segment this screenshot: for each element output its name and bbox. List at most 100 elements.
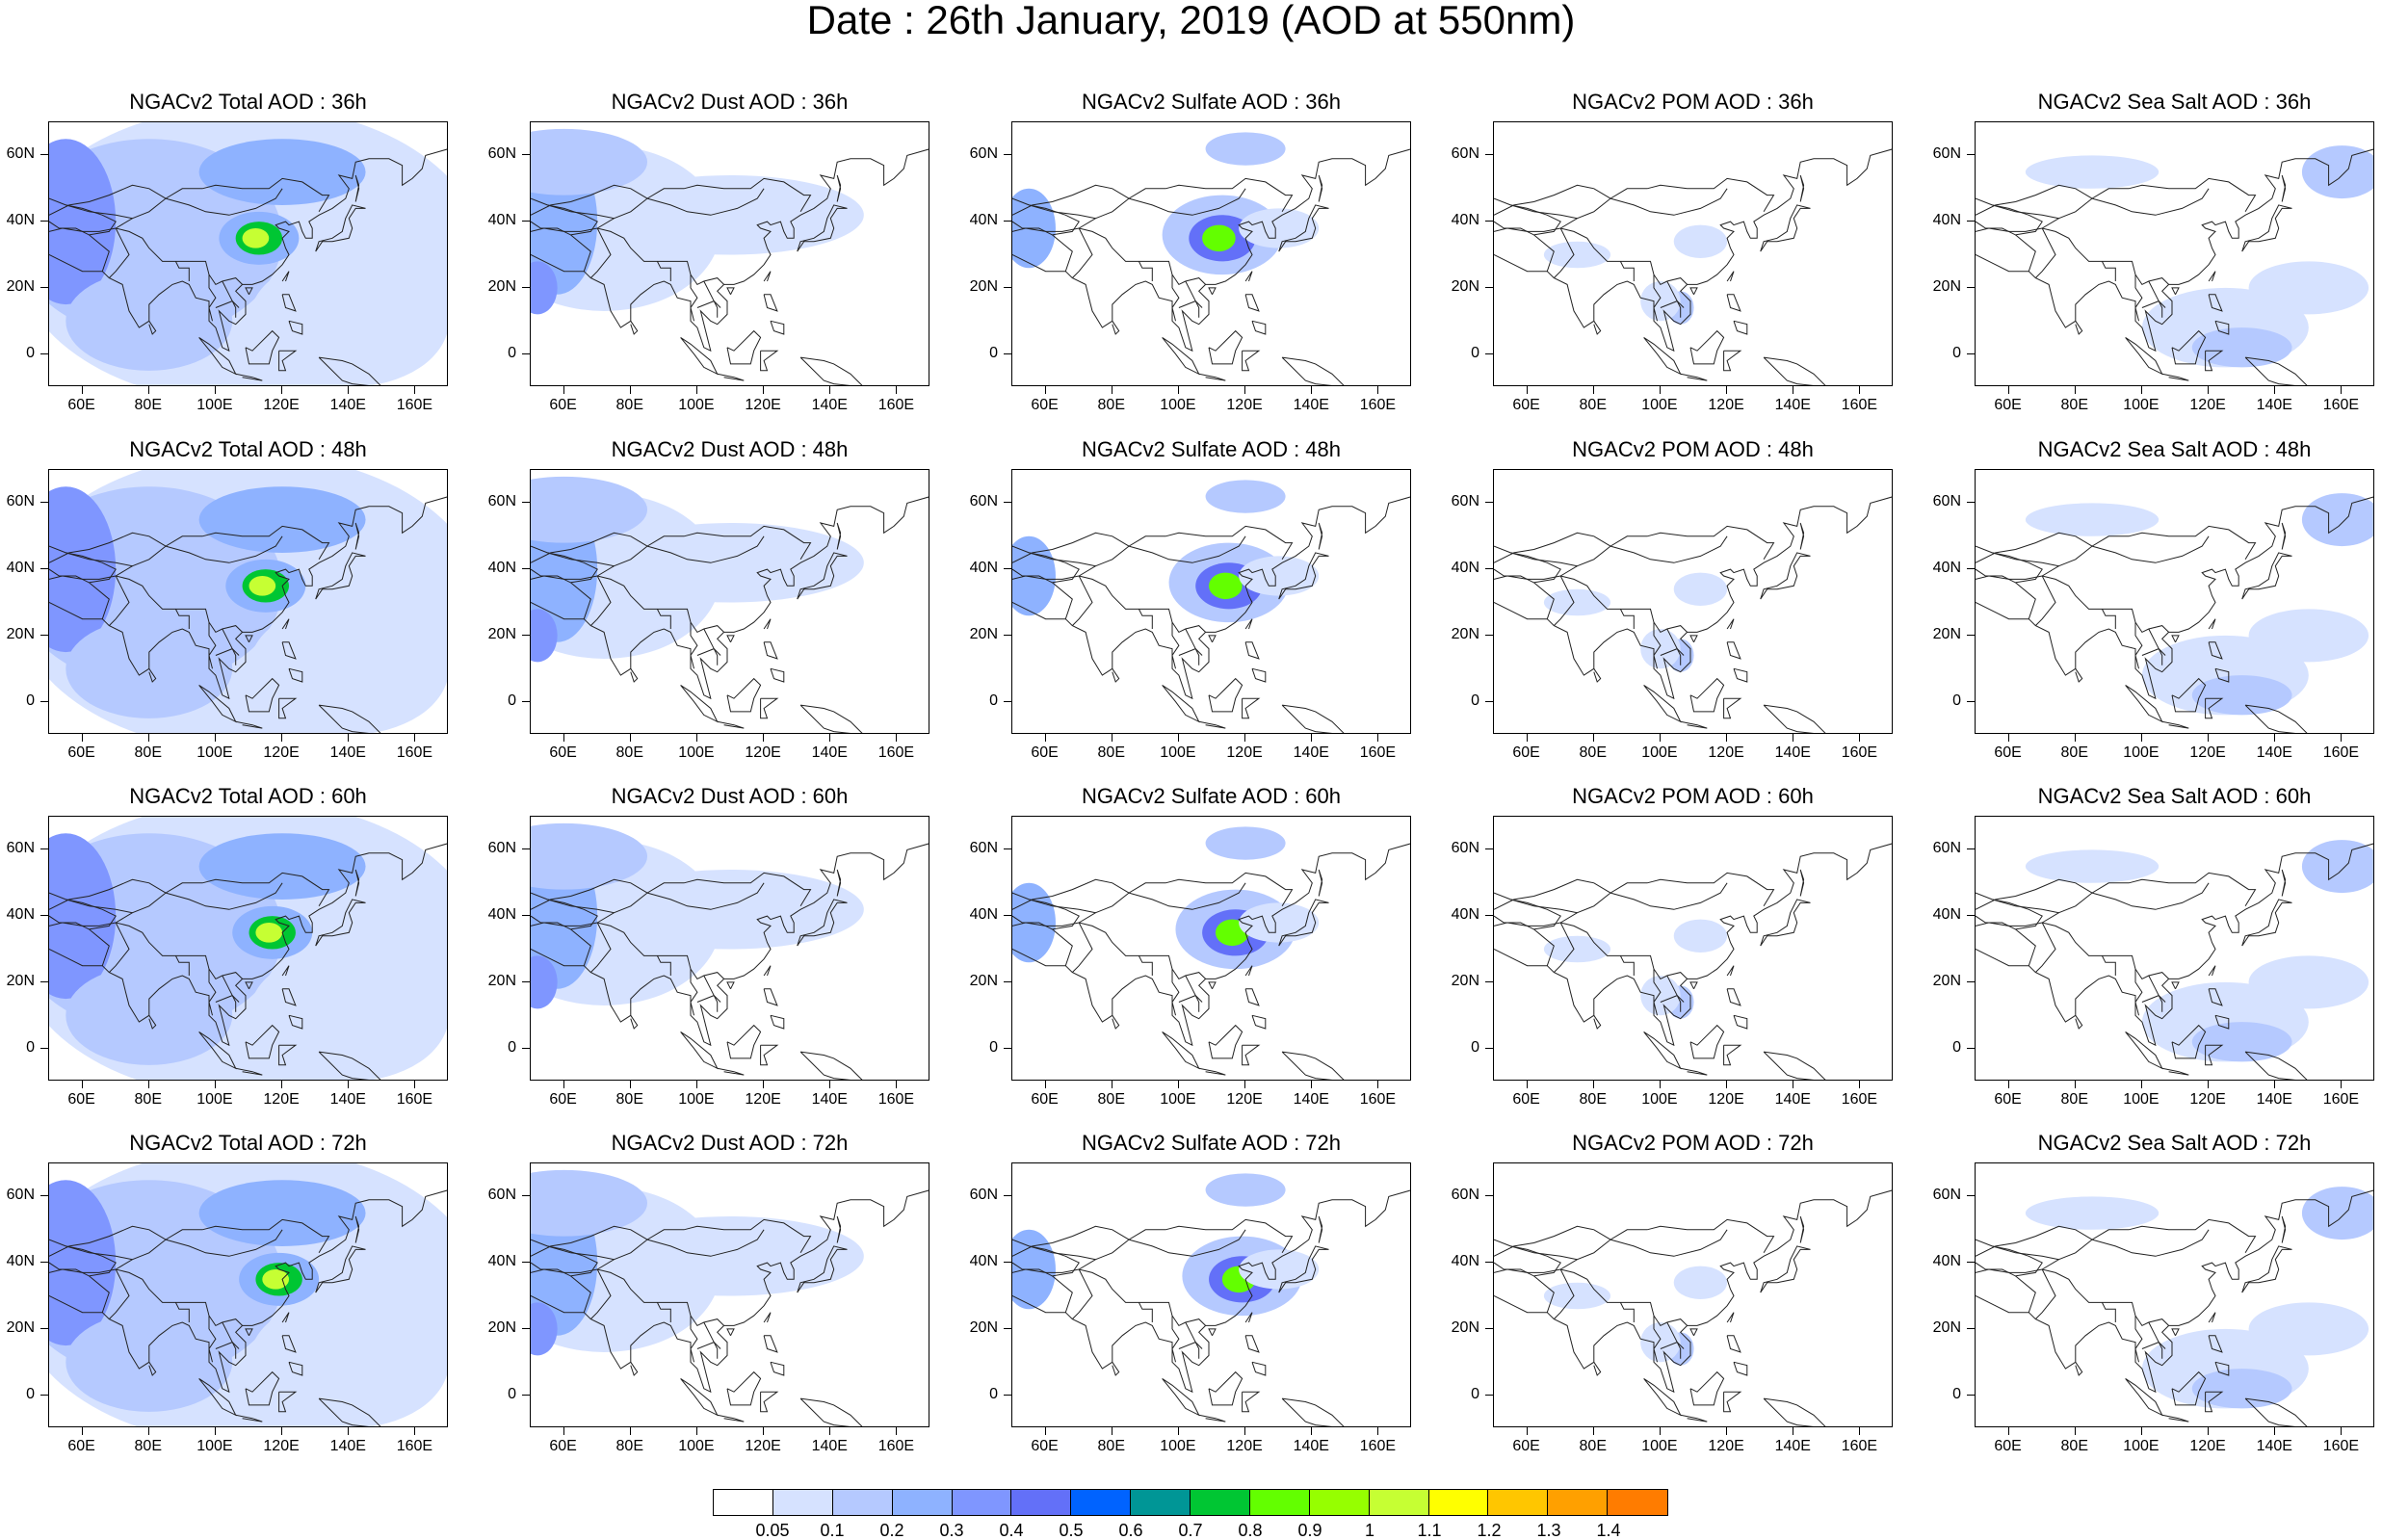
lon-tick <box>81 1427 83 1435</box>
lon-tick <box>695 386 697 394</box>
aod-contour <box>198 1180 366 1246</box>
coastline <box>1799 869 1805 897</box>
coastline <box>1012 922 1046 927</box>
lon-label: 140E <box>811 1091 848 1108</box>
lon-label: 120E <box>1708 397 1744 413</box>
lat-tick <box>40 634 48 636</box>
coastline <box>570 582 591 619</box>
map-canvas <box>1012 1173 1410 1426</box>
coastline <box>1244 294 1260 312</box>
lat-label: 0 <box>26 1385 35 1402</box>
coastline <box>49 575 83 580</box>
lat-label: 60N <box>969 493 998 510</box>
coastline <box>1533 582 1555 619</box>
colorbar-swatch <box>1131 1490 1191 1515</box>
coastline <box>1976 1268 2009 1273</box>
aod-map-total-1 <box>48 469 448 734</box>
aod-map-sulfate-3 <box>1011 1162 1411 1427</box>
coastline <box>1510 1245 1578 1261</box>
map-canvas <box>1976 493 2373 733</box>
coastline <box>1976 545 2043 584</box>
coastline <box>1112 321 1120 335</box>
lat-tick <box>40 352 48 354</box>
lat-tick <box>1004 634 1011 636</box>
lat-tick <box>1485 1327 1493 1329</box>
aod-map-seasalt-3 <box>1975 1162 2374 1427</box>
coastline <box>245 635 253 643</box>
coastline <box>318 704 381 733</box>
lon-label: 160E <box>877 1438 915 1454</box>
colorbar-tick-label: 0.8 <box>1238 1521 1263 1540</box>
coastline <box>1318 869 1323 897</box>
coastline <box>763 641 778 660</box>
coastline <box>770 1361 785 1376</box>
coastline <box>1012 892 1080 930</box>
coastline <box>596 525 812 577</box>
aod-contour <box>1202 224 1236 252</box>
lat-tick <box>1485 1195 1493 1197</box>
coastline <box>1012 1239 1080 1277</box>
lon-tick <box>1044 386 1046 394</box>
lon-tick <box>2007 734 2009 742</box>
lon-tick <box>147 1081 149 1088</box>
map-canvas <box>49 122 447 385</box>
coastline <box>2161 1067 2189 1076</box>
coastline <box>2008 227 2169 286</box>
lon-tick <box>2274 734 2276 742</box>
lat-tick <box>522 1047 530 1049</box>
coastline <box>2281 174 2287 202</box>
lat-label: 0 <box>508 1385 516 1402</box>
lon-label: 160E <box>877 744 915 761</box>
coastline <box>1559 872 1775 924</box>
aod-map-dust-0 <box>530 121 929 386</box>
lon-label: 120E <box>2189 744 2226 761</box>
coastline <box>1494 922 1528 927</box>
map-canvas <box>1012 480 1410 733</box>
coastline <box>1593 1362 1602 1376</box>
coastline <box>2101 261 2116 281</box>
coastline <box>703 628 719 666</box>
coastline <box>1208 287 1217 296</box>
lat-tick <box>40 502 48 504</box>
coastline <box>1251 1014 1267 1030</box>
aod-contour <box>2248 261 2369 315</box>
coastline <box>1012 843 1410 1047</box>
lon-label: 160E <box>2322 1091 2360 1108</box>
coastline <box>1610 535 1728 563</box>
coastline <box>1078 872 1294 924</box>
aod-contour <box>2025 1196 2160 1230</box>
lat-label: 0 <box>508 692 516 709</box>
lon-label: 120E <box>1226 397 1263 413</box>
lon-tick <box>2074 1081 2076 1088</box>
coastline <box>245 1370 280 1406</box>
coastline <box>1244 1335 1260 1353</box>
lat-label: 0 <box>989 692 998 709</box>
coastline <box>1494 892 1561 930</box>
lat-label: 60N <box>969 840 998 857</box>
aod-map-seasalt-0 <box>1975 121 2374 386</box>
coastline <box>65 204 133 220</box>
coastline <box>1208 1370 1243 1406</box>
lon-label: 80E <box>1097 1091 1125 1108</box>
coastline <box>760 1044 779 1066</box>
lon-label: 60E <box>1512 744 1540 761</box>
coastline <box>1976 148 2373 352</box>
coastline <box>288 320 303 335</box>
lat-tick <box>1967 352 1975 354</box>
lat-tick <box>1967 221 1975 222</box>
coastline <box>245 1024 280 1059</box>
lon-label: 100E <box>678 744 715 761</box>
coastline <box>1992 204 2059 220</box>
coastline <box>245 329 280 365</box>
lon-tick <box>1044 734 1046 742</box>
coastline <box>1726 271 1735 282</box>
aod-contour <box>249 254 447 385</box>
lon-tick <box>763 1081 765 1088</box>
lon-tick <box>763 734 765 742</box>
lon-tick <box>1859 1081 1861 1088</box>
lat-tick <box>1004 1047 1011 1049</box>
coastline <box>278 350 298 372</box>
lat-label: 20N <box>969 625 998 642</box>
colorbar-tick-label: 1.2 <box>1477 1521 1502 1540</box>
coastline <box>354 174 360 202</box>
